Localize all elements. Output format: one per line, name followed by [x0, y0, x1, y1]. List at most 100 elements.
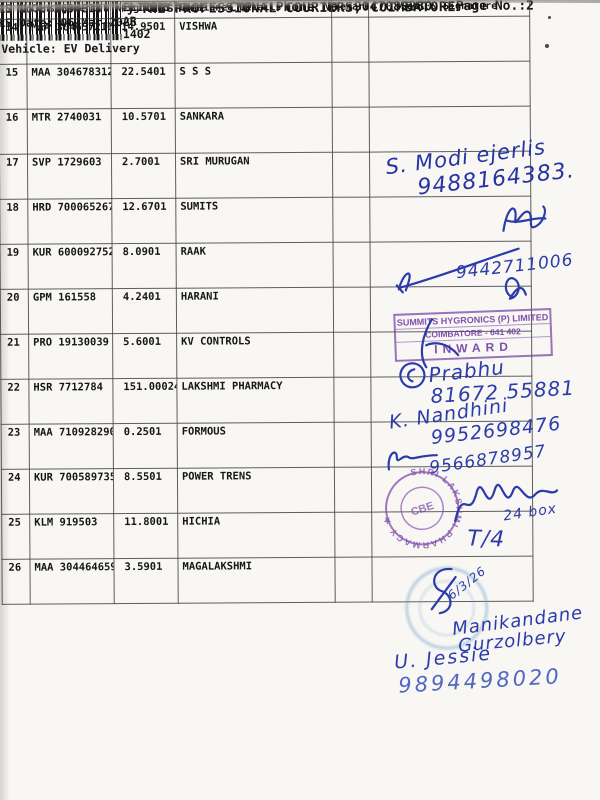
- table-row: 14 MAA 304657210 14.950 1 VISHWA: [0, 16, 530, 65]
- scan-edge-left: [0, 0, 10, 800]
- table-row: 17 SVP 1729603 2.700 1 SRI MURUGAN: [0, 151, 531, 200]
- cell-consignment-no: KUR 6000927524: [28, 243, 113, 290]
- cell-sno: 26: [1, 559, 31, 605]
- cell-consignee: MAGALAKSHMI: [177, 557, 336, 604]
- header-seal: Seal & Signature: [368, 0, 530, 18]
- cell-remarks: [334, 422, 372, 468]
- table-row: 26 MAA 304464659 3.590 1 MAGALAKSHMI: [1, 556, 534, 605]
- cell-sno: 18: [0, 199, 29, 245]
- table-row: 19 KUR 6000927524 8.090 1 RAAK: [0, 241, 532, 290]
- cell-sno: 21: [0, 334, 29, 380]
- signature-row25-name: Manikandane: [451, 602, 585, 641]
- table-row: 20 GPM 161558 4.240 1 HARANI: [0, 286, 532, 335]
- cell-consignment-no: HRD 7000652678: [27, 198, 113, 245]
- cell-sno: 15: [0, 64, 28, 110]
- cell-weight-pcs: 8.550 1: [113, 468, 178, 514]
- header-remarks: Remarks: [331, 0, 369, 18]
- cell-weight-pcs: 12.670 1: [111, 198, 177, 244]
- cell-consignment-no: MAA 304464659: [29, 558, 115, 605]
- cell-seal-signature: [370, 376, 533, 423]
- cell-seal-signature: [371, 421, 533, 468]
- cell-sno: 22: [0, 379, 30, 425]
- cell-seal-signature: [368, 16, 530, 63]
- cell-weight-pcs: 14.950 1: [110, 18, 175, 64]
- cell-sno: 24: [1, 469, 30, 515]
- cell-remarks: [333, 377, 372, 423]
- table-row: 16 MTR 2740031 10.570 1 SANKARA: [0, 106, 531, 155]
- cell-seal-signature: [370, 286, 532, 333]
- cell-consignment-no: MAA 304657210: [26, 18, 111, 65]
- table-row: 23 MAA 710928290 0.250 1 FORMOUS: [1, 421, 533, 470]
- cell-consignee: FORMOUS: [177, 422, 335, 469]
- cell-remarks: [332, 197, 371, 243]
- cell-sno: 17: [0, 154, 28, 200]
- cell-consignment-no: SVP 1729603: [27, 153, 112, 200]
- table-row: 21 PRO 19130039 5.600 1 KV CONTROLS: [0, 331, 532, 380]
- cell-sno: 23: [1, 424, 30, 470]
- cell-consignee: POWER TRENS: [177, 467, 335, 514]
- table-row: 18 HRD 7000652678 12.670 1 SUMITS: [0, 196, 532, 245]
- cell-consignment-no: HSR 7712784: [28, 378, 114, 425]
- cell-consignment-no: GPM 161558: [28, 288, 113, 335]
- cell-seal-signature: [370, 241, 532, 288]
- cell-remarks: [334, 512, 372, 558]
- cell-consignee: SRI MURUGAN: [175, 152, 333, 199]
- cell-remarks: [333, 242, 371, 288]
- cell-seal-signature: [370, 331, 532, 378]
- cell-consignment-no: MAA 304678312: [26, 63, 112, 110]
- cell-remarks: [334, 557, 373, 603]
- cell-weight-pcs: 4.240 1: [112, 288, 177, 334]
- cell-sno: 16: [0, 109, 28, 155]
- cell-weight-pcs: 5.600 1: [112, 333, 177, 379]
- cell-consignment-no: KLM 919503: [29, 513, 114, 560]
- cell-consignment-no: PRO 19130039: [28, 333, 113, 380]
- cell-consignment-no: KUR 7005897350: [29, 468, 114, 515]
- cell-weight-pcs: 3.590 1: [113, 558, 179, 604]
- cell-consignee: S S S: [174, 62, 333, 109]
- cell-consignee: LAKSHMI PHARMACY: [176, 377, 335, 424]
- cell-remarks: [332, 107, 370, 153]
- header-weight-pcs: Weight PCS: [110, 1, 175, 19]
- cell-weight-pcs: 0.250 1: [113, 423, 178, 469]
- cell-consignment-no: MTR 2740031: [27, 108, 112, 155]
- cell-consignee: VISHWA: [174, 17, 332, 64]
- cell-seal-signature: [371, 556, 534, 603]
- cell-consignee: SUMITS: [175, 197, 334, 244]
- table-row: 15 MAA 304678312 22.540 1 S S S: [0, 61, 531, 110]
- scan-edge-top: [0, 0, 600, 3]
- cell-weight-pcs: 8.090 1: [112, 243, 177, 289]
- cell-weight-pcs: 11.800 1: [113, 513, 178, 559]
- cell-remarks: [332, 152, 370, 198]
- cell-seal-signature: [368, 61, 531, 108]
- runsheet-table-body: 14 MAA 304657210 14.950 1 VISHWA 15 MAA 3…: [0, 16, 534, 605]
- cell-seal-signature: [369, 196, 532, 243]
- cell-seal-signature: [369, 151, 531, 198]
- cell-consignee: SANKARA: [175, 107, 333, 154]
- cell-remarks: [331, 62, 370, 108]
- signature-row25-sig: Gurzolbery: [457, 625, 568, 657]
- cell-remarks: [333, 332, 371, 378]
- table-row: 25 KLM 919503 11.800 1 HICHIA: [1, 511, 533, 560]
- header-consignee: Consignee Details: [174, 0, 332, 19]
- cell-sno: 25: [1, 514, 30, 560]
- runsheet-table: S No Consignment No Weight PCS Consignee …: [0, 0, 534, 605]
- cell-consignee: HARANI: [176, 287, 334, 334]
- signature-row26-name: U. Jessie: [393, 642, 493, 674]
- cell-sno: 14: [0, 19, 27, 65]
- table-row: 22 HSR 7712784 151.000 24 LAKSHMI PHARMAC…: [0, 376, 533, 425]
- cell-sno: 19: [0, 244, 29, 290]
- cell-weight-pcs: 2.700 1: [111, 153, 176, 199]
- cell-consignee: RAAK: [176, 242, 334, 289]
- cell-sno: 20: [0, 289, 29, 335]
- cell-remarks: [334, 467, 372, 513]
- cell-remarks: [333, 287, 371, 333]
- header-consignment: Consignment No: [26, 1, 111, 20]
- cell-consignee: HICHIA: [177, 512, 335, 559]
- cell-weight-pcs: 22.540 1: [110, 63, 176, 109]
- signature-row26-phone: 9894498020: [397, 664, 563, 698]
- cell-weight-pcs: 10.570 1: [111, 108, 176, 154]
- cell-seal-signature: [371, 466, 533, 513]
- cell-consignee: KV CONTROLS: [176, 332, 334, 379]
- cell-seal-signature: [369, 106, 531, 153]
